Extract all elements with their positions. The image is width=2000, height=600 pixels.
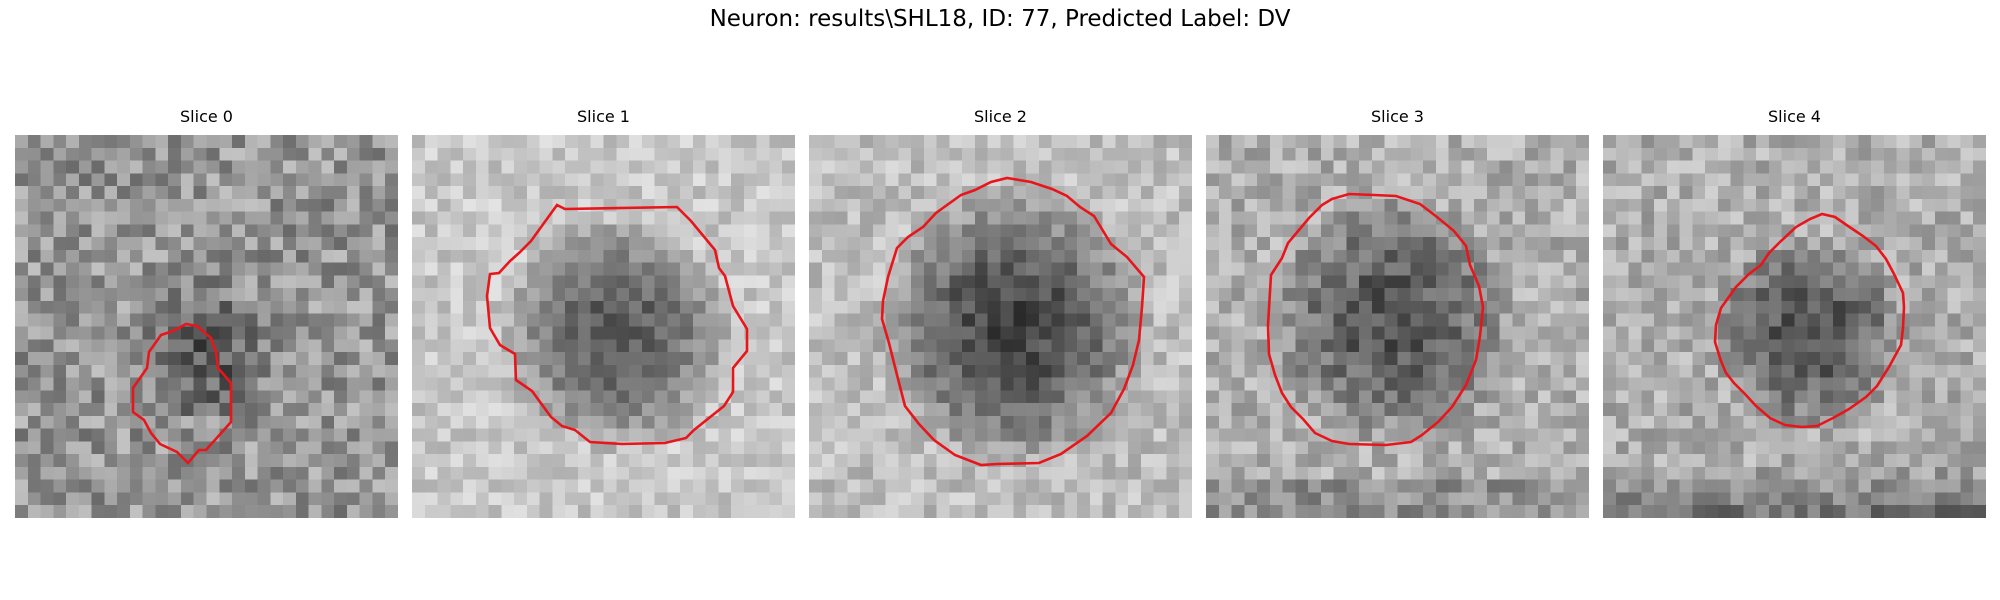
slice-image-4 xyxy=(1603,135,1986,518)
neuron-contour-0 xyxy=(131,322,233,465)
slice-panel-3: Slice 3 xyxy=(1206,107,1589,518)
slice-image-1 xyxy=(412,135,795,518)
slice-title-4: Slice 4 xyxy=(1768,107,1821,126)
slice-image-3 xyxy=(1206,135,1589,518)
slice-title-0: Slice 0 xyxy=(180,107,233,126)
slice-title-3: Slice 3 xyxy=(1371,107,1424,126)
neuron-contour-4 xyxy=(1713,212,1906,429)
slice-panel-0: Slice 0 xyxy=(15,107,398,518)
neuron-contour-2 xyxy=(880,176,1146,467)
slice-image-2 xyxy=(809,135,1192,518)
slice-title-1: Slice 1 xyxy=(577,107,630,126)
neuron-contour-1 xyxy=(485,203,749,446)
slice-title-2: Slice 2 xyxy=(974,107,1027,126)
neuron-contour-3 xyxy=(1266,192,1485,447)
slice-panel-1: Slice 1 xyxy=(412,107,795,518)
slice-panel-2: Slice 2 xyxy=(809,107,1192,518)
slice-image-0 xyxy=(15,135,398,518)
figure-title: Neuron: results\SHL18, ID: 77, Predicted… xyxy=(709,6,1291,32)
slice-panel-4: Slice 4 xyxy=(1603,107,1986,518)
